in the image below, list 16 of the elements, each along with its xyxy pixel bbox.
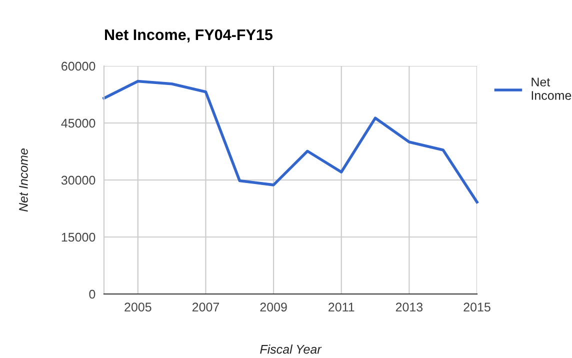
x-tick-label: 2007 [192,302,220,312]
y-tick-label: 30000 [61,176,96,185]
line-series [102,80,478,204]
y-tick-label: 45000 [61,118,96,128]
legend-label: Net Income [532,78,572,100]
x-tick-label: 2009 [260,302,287,312]
y-tick-label: 60000 [62,62,96,71]
y-tick-label: 15000 [62,232,96,242]
y-axis-title: Net Income [19,148,28,212]
y-tick-label: 0 [89,290,96,299]
chart-title: Net Income, FY04-FY15 [105,29,273,42]
x-tick-label: 2015 [464,302,490,312]
x-tick-label: 2005 [124,302,152,312]
x-tick-label: 2013 [396,302,423,312]
x-tick-label: 2011 [328,302,354,312]
x-axis-title: Fiscal Year [260,344,322,354]
